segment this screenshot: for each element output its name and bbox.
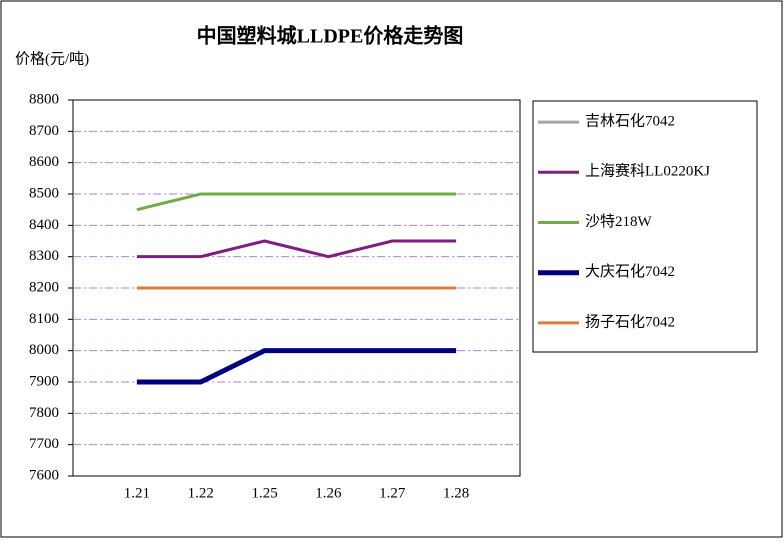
y-tick-label: 8500 <box>29 185 59 201</box>
y-tick-label: 7900 <box>29 373 59 389</box>
series-line <box>136 239 457 259</box>
x-tick-label: 1.28 <box>443 485 469 501</box>
x-tick-label: 1.26 <box>315 485 342 501</box>
x-tick-label: 1.21 <box>124 485 150 501</box>
x-tick-label: 1.22 <box>188 485 214 501</box>
y-tick-label: 8000 <box>29 342 59 358</box>
series-line <box>136 192 457 212</box>
y-tick-label: 8200 <box>29 279 59 295</box>
y-tick-label: 7600 <box>29 467 59 483</box>
legend-label: 上海赛科LL0220KJ <box>585 163 710 180</box>
y-tick-label: 8700 <box>29 123 59 139</box>
legend-label: 扬子石化7042 <box>585 313 675 330</box>
y-tick-label: 8800 <box>29 91 59 107</box>
x-tick-label: 1.25 <box>251 485 277 501</box>
legend-label: 大庆石化7042 <box>585 263 675 280</box>
x-tick-label: 1.27 <box>379 485 406 501</box>
y-tick-label: 8300 <box>29 248 59 264</box>
y-tick-label: 8100 <box>29 311 59 327</box>
series-line <box>136 348 457 385</box>
legend-label: 吉林石化7042 <box>585 113 675 130</box>
chart-title: 中国塑料城LLDPE价格走势图 <box>197 24 464 48</box>
y-axis-label: 价格(元/吨) <box>15 50 89 67</box>
y-tick-label: 7800 <box>29 405 59 421</box>
y-tick-label: 8600 <box>29 154 59 170</box>
y-tick-label: 8400 <box>29 217 59 233</box>
legend-label: 沙特218W <box>585 213 653 230</box>
y-tick-label: 7700 <box>29 436 59 452</box>
legend-box <box>532 100 758 353</box>
